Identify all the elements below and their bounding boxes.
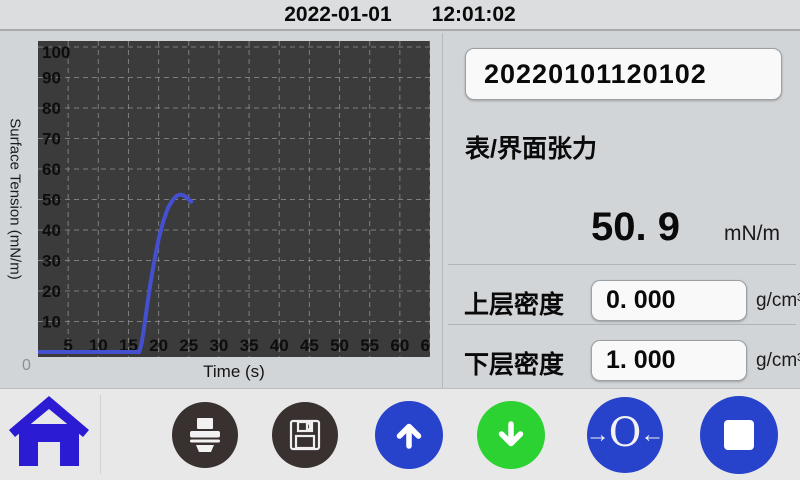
tension-value: 50. 9 [591, 205, 680, 249]
svg-text:25: 25 [179, 336, 198, 355]
lower-density-input[interactable]: 1. 000 [591, 340, 747, 381]
title-bar: 2022-01-01 12:01:02 [0, 0, 800, 31]
lower-density-label: 下层密度 [464, 351, 565, 379]
home-button[interactable] [9, 395, 89, 469]
printer-icon [190, 418, 220, 452]
origin-tick-label: 0 [22, 357, 31, 374]
svg-text:50: 50 [42, 191, 61, 210]
upper-density-input[interactable]: 0. 000 [591, 280, 747, 321]
zero-right-arrow: ← [640, 421, 665, 448]
svg-text:30: 30 [42, 252, 61, 271]
toolbar: → O ← [0, 388, 800, 480]
svg-text:45: 45 [300, 336, 319, 355]
save-icon [289, 419, 321, 451]
svg-text:10: 10 [42, 313, 61, 332]
svg-text:40: 40 [270, 336, 289, 355]
svg-text:35: 35 [240, 336, 259, 355]
svg-text:30: 30 [209, 336, 228, 355]
down-arrow-icon [498, 421, 524, 447]
svg-text:20: 20 [149, 336, 168, 355]
zero-tare-button[interactable]: → O ← [586, 397, 665, 473]
svg-text:40: 40 [42, 221, 61, 240]
readout-panel: 20220101120102 表/界面张力 50. 9 mN/m 上层密度 0.… [444, 33, 800, 388]
lower-density-row: 下层密度 1. 000 g/cm³ [444, 329, 800, 389]
svg-text:20: 20 [42, 282, 61, 301]
chart-panel: Surface Tension (mN/m) 10 20 30 40 50 60 70 80 9… [0, 33, 443, 388]
save-button[interactable] [272, 402, 338, 468]
svg-text:60: 60 [42, 160, 61, 179]
time-label: 12:01:02 [431, 2, 516, 26]
upper-density-label: 上层密度 [464, 291, 565, 319]
svg-text:65: 65 [421, 336, 430, 355]
tension-value-row: 50. 9 mN/m [444, 205, 780, 250]
sample-id-field[interactable]: 20220101120102 [465, 48, 782, 100]
x-axis-label: Time (s) [203, 362, 265, 381]
print-button[interactable] [172, 402, 238, 468]
upper-density-row: 上层密度 0. 000 g/cm³ [444, 269, 800, 329]
home-icon [9, 396, 89, 466]
lower-density-unit: g/cm³ [756, 350, 800, 371]
toolbar-divider [100, 395, 101, 474]
move-down-button[interactable] [477, 401, 545, 469]
svg-text:80: 80 [42, 99, 61, 118]
upper-density-unit: g/cm³ [756, 290, 800, 311]
divider [448, 324, 796, 325]
svg-text:90: 90 [42, 69, 61, 88]
divider [448, 264, 796, 265]
svg-text:60: 60 [390, 336, 409, 355]
svg-text:5: 5 [63, 336, 72, 355]
zero-left-arrow: → [585, 421, 610, 448]
svg-text:55: 55 [360, 336, 379, 355]
stop-icon [724, 420, 754, 450]
measurement-type-label: 表/界面张力 [465, 135, 597, 163]
zero-o-glyph: O [608, 410, 642, 456]
svg-text:50: 50 [330, 336, 349, 355]
y-axis-label: Surface Tension (mN/m) [6, 118, 24, 280]
svg-text:70: 70 [42, 130, 61, 149]
tension-unit: mN/m [724, 222, 780, 245]
up-arrow-icon [396, 423, 422, 449]
stop-button[interactable] [700, 396, 778, 474]
main-area: Surface Tension (mN/m) 10 20 30 40 50 60 70 80 9… [0, 33, 800, 388]
date-label: 2022-01-01 [284, 2, 392, 26]
svg-text:100: 100 [42, 43, 70, 62]
move-up-button[interactable] [375, 401, 443, 469]
tension-chart: 10 20 30 40 50 60 70 80 90 100 5 10 15 20 25 30 35 40 45 50… [38, 41, 430, 357]
zero-tare-icon: → O ← [586, 413, 665, 457]
